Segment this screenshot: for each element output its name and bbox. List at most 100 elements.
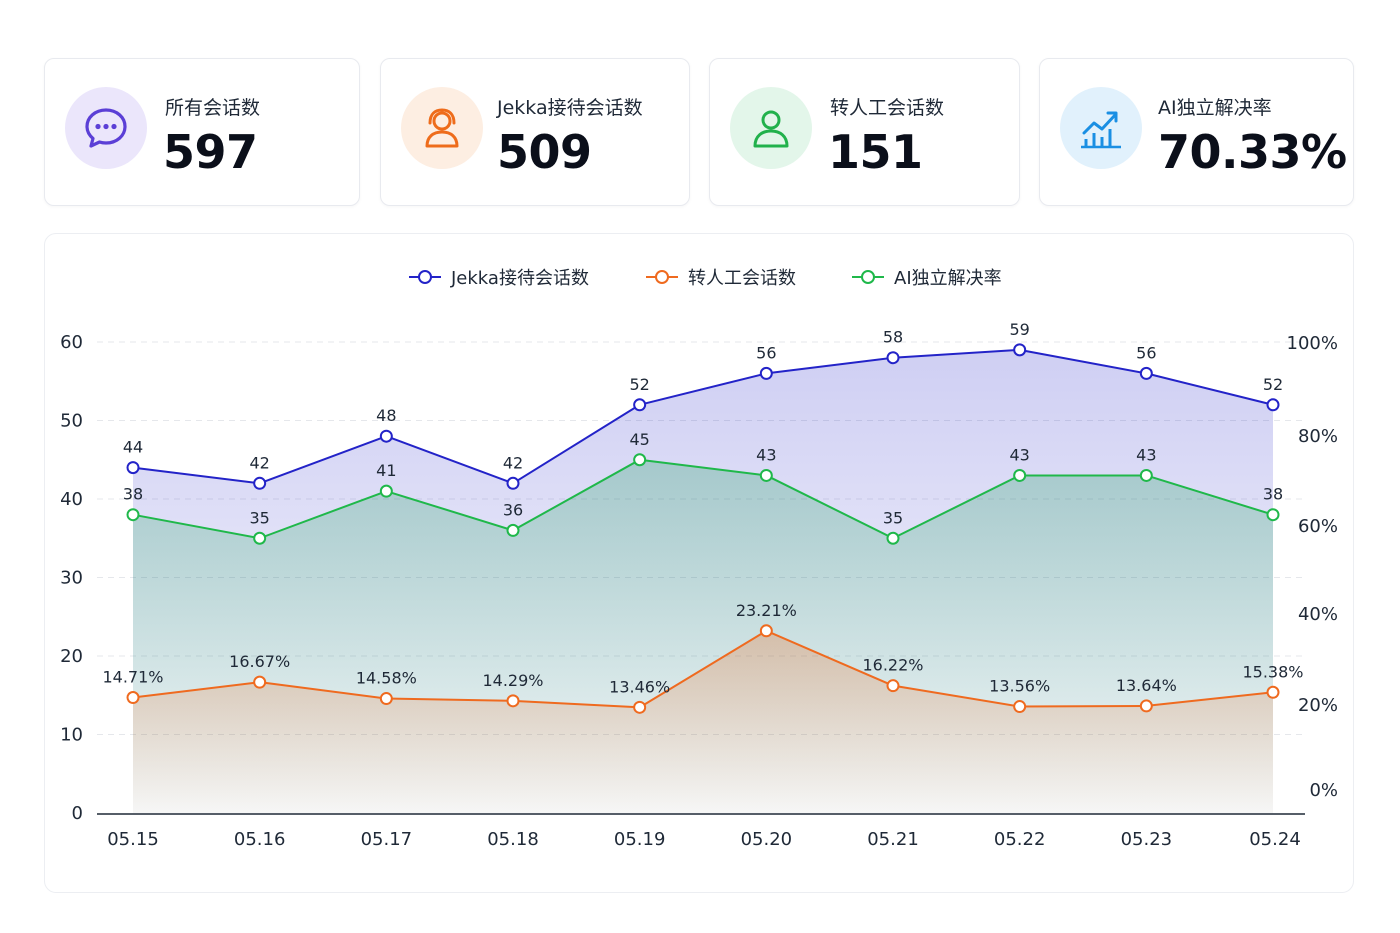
kpi-card-jekka: Jekka接待会话数 509 xyxy=(380,58,690,206)
data-point[interactable] xyxy=(1139,366,1153,380)
kpi-label: Jekka接待会话数 xyxy=(497,97,643,119)
kpi-label: AI独立解决率 xyxy=(1158,97,1272,119)
y-right-tick-label: 80% xyxy=(1298,426,1338,447)
data-label: 42 xyxy=(503,453,523,472)
kpi-value: 70.33% xyxy=(1158,125,1347,179)
data-label: 44 xyxy=(123,438,143,457)
y-right-tick-label: 20% xyxy=(1298,695,1338,716)
data-label: 52 xyxy=(629,375,649,394)
y-left-tick-label: 30 xyxy=(60,568,83,589)
data-label: 43 xyxy=(1136,445,1156,464)
data-point[interactable] xyxy=(1266,398,1280,412)
data-point[interactable] xyxy=(1139,699,1153,713)
data-label: 36 xyxy=(503,500,523,519)
kpi-label: 所有会话数 xyxy=(165,97,261,119)
series-line xyxy=(132,629,1274,709)
legend-marker xyxy=(861,270,875,284)
x-tick-label: 05.21 xyxy=(867,829,919,850)
data-point[interactable] xyxy=(379,692,393,706)
data-label: 23.21% xyxy=(736,601,797,620)
series-area xyxy=(133,349,1273,813)
kpi-card-transfer: 转人工会话数 151 xyxy=(709,58,1020,206)
person-icon xyxy=(730,87,812,169)
data-point[interactable] xyxy=(759,366,773,380)
y-left-tick-label: 10 xyxy=(60,725,83,746)
data-point[interactable] xyxy=(1139,468,1153,482)
user-headset-icon xyxy=(401,87,483,169)
legend-label: Jekka接待会话数 xyxy=(450,268,589,289)
legend-item[interactable]: 转人工会话数 xyxy=(646,268,796,289)
data-point[interactable] xyxy=(759,468,773,482)
y-right-tick-label: 60% xyxy=(1298,516,1338,537)
data-point[interactable] xyxy=(1013,700,1027,714)
kpi-card-ai-rate: AI独立解决率 70.33% xyxy=(1039,58,1354,206)
x-tick-label: 05.23 xyxy=(1121,829,1173,850)
data-point[interactable] xyxy=(1013,468,1027,482)
data-point[interactable] xyxy=(633,700,647,714)
legend-label: AI独立解决率 xyxy=(894,268,1002,289)
data-label: 15.38% xyxy=(1242,662,1303,681)
y-right-tick-label: 100% xyxy=(1287,333,1338,354)
data-point[interactable] xyxy=(506,523,520,537)
data-point[interactable] xyxy=(253,531,267,545)
data-point[interactable] xyxy=(886,679,900,693)
data-point[interactable] xyxy=(1266,508,1280,522)
data-point[interactable] xyxy=(886,351,900,365)
data-label: 38 xyxy=(1263,485,1283,504)
x-tick-label: 05.18 xyxy=(487,829,539,850)
data-label: 43 xyxy=(756,445,776,464)
kpi-value: 597 xyxy=(163,125,258,179)
kpi-card-total: 所有会话数 597 xyxy=(44,58,360,206)
x-tick-label: 05.19 xyxy=(614,829,666,850)
data-label: 13.46% xyxy=(609,677,670,696)
series-area xyxy=(133,630,1273,813)
data-label: 35 xyxy=(249,508,269,527)
data-label: 56 xyxy=(756,343,776,362)
data-point[interactable] xyxy=(253,476,267,490)
data-point[interactable] xyxy=(379,484,393,498)
data-point[interactable] xyxy=(633,453,647,467)
data-label: 43 xyxy=(1009,445,1029,464)
y-right-tick-label: 40% xyxy=(1298,604,1338,625)
kpi-label: 转人工会话数 xyxy=(830,97,945,119)
data-point[interactable] xyxy=(126,508,140,522)
data-point[interactable] xyxy=(379,429,393,443)
series-line xyxy=(132,348,1274,485)
data-point[interactable] xyxy=(126,691,140,705)
data-point[interactable] xyxy=(886,531,900,545)
data-label: 14.58% xyxy=(356,669,417,688)
data-label: 58 xyxy=(883,328,903,347)
kpi-value: 151 xyxy=(828,125,923,179)
data-label: 14.71% xyxy=(102,668,163,687)
data-label: 52 xyxy=(1263,375,1283,394)
data-label: 48 xyxy=(376,406,396,425)
data-label: 14.29% xyxy=(482,671,543,690)
data-point[interactable] xyxy=(1013,343,1027,357)
data-label: 35 xyxy=(883,508,903,527)
legend-label: 转人工会话数 xyxy=(688,268,796,289)
data-point[interactable] xyxy=(126,461,140,475)
x-tick-label: 05.17 xyxy=(361,829,413,850)
series-line xyxy=(132,458,1274,540)
data-point[interactable] xyxy=(253,675,267,689)
data-point[interactable] xyxy=(506,694,520,708)
data-point[interactable] xyxy=(1266,685,1280,699)
data-label: 38 xyxy=(123,485,143,504)
data-point[interactable] xyxy=(759,624,773,638)
x-tick-label: 05.24 xyxy=(1249,829,1301,850)
data-point[interactable] xyxy=(506,476,520,490)
data-label: 16.22% xyxy=(862,656,923,675)
x-tick-label: 05.15 xyxy=(107,829,159,850)
data-point[interactable] xyxy=(633,398,647,412)
kpi-value: 509 xyxy=(497,125,592,179)
legend-item[interactable]: Jekka接待会话数 xyxy=(409,268,589,289)
legend-item[interactable]: AI独立解决率 xyxy=(852,268,1002,289)
data-label: 59 xyxy=(1009,320,1029,339)
y-right-tick-label: 0% xyxy=(1309,780,1338,801)
data-label: 16.67% xyxy=(229,652,290,671)
trend-chart-icon xyxy=(1060,87,1142,169)
data-label: 42 xyxy=(249,453,269,472)
data-label: 45 xyxy=(629,430,649,449)
data-label: 13.64% xyxy=(1116,676,1177,695)
